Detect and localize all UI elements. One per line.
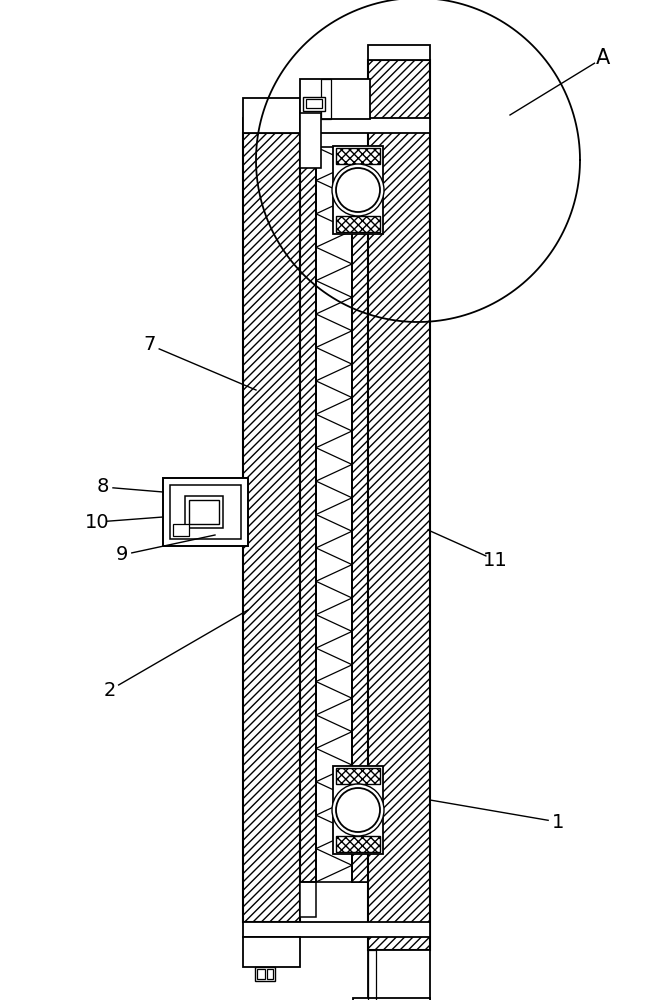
Bar: [257, 969, 265, 979]
Text: A: A: [596, 48, 610, 68]
Bar: [316, 147, 352, 882]
Bar: [336, 148, 380, 164]
Bar: [303, 97, 325, 111]
Text: 9: 9: [116, 546, 128, 564]
Bar: [336, 216, 380, 232]
Bar: [336, 836, 380, 852]
Text: 8: 8: [97, 478, 109, 496]
Bar: [255, 967, 275, 981]
Bar: [321, 79, 331, 119]
Bar: [300, 113, 321, 168]
Bar: [163, 478, 248, 546]
Bar: [368, 45, 430, 60]
Bar: [243, 922, 430, 937]
Bar: [243, 501, 248, 523]
Text: 2: 2: [104, 680, 116, 700]
Bar: [321, 79, 331, 119]
Bar: [300, 147, 316, 882]
Bar: [173, 524, 189, 536]
Bar: [300, 147, 316, 882]
Bar: [368, 950, 430, 1000]
Bar: [336, 768, 380, 784]
Bar: [243, 133, 300, 922]
Bar: [368, 950, 376, 1000]
Circle shape: [336, 168, 380, 212]
Bar: [368, 950, 376, 1000]
Text: 7: 7: [144, 336, 156, 355]
Bar: [333, 766, 383, 854]
Bar: [336, 768, 380, 784]
Bar: [352, 147, 368, 882]
Text: 11: 11: [483, 550, 507, 570]
Bar: [336, 148, 380, 164]
Bar: [333, 146, 383, 234]
Text: 10: 10: [85, 512, 110, 532]
Bar: [336, 216, 380, 232]
Bar: [306, 99, 322, 108]
Bar: [243, 937, 300, 967]
Bar: [243, 133, 300, 922]
Bar: [243, 98, 300, 133]
Circle shape: [332, 784, 384, 836]
Bar: [368, 60, 430, 950]
Bar: [300, 79, 370, 119]
Circle shape: [336, 788, 380, 832]
Circle shape: [332, 164, 384, 216]
Bar: [353, 998, 430, 1000]
Bar: [352, 147, 368, 882]
Bar: [189, 500, 219, 524]
Bar: [185, 496, 223, 528]
Bar: [368, 60, 430, 950]
Bar: [300, 882, 316, 917]
Bar: [243, 118, 430, 133]
Bar: [336, 836, 380, 852]
Bar: [170, 485, 241, 539]
Text: 1: 1: [552, 812, 564, 832]
Bar: [267, 969, 273, 979]
